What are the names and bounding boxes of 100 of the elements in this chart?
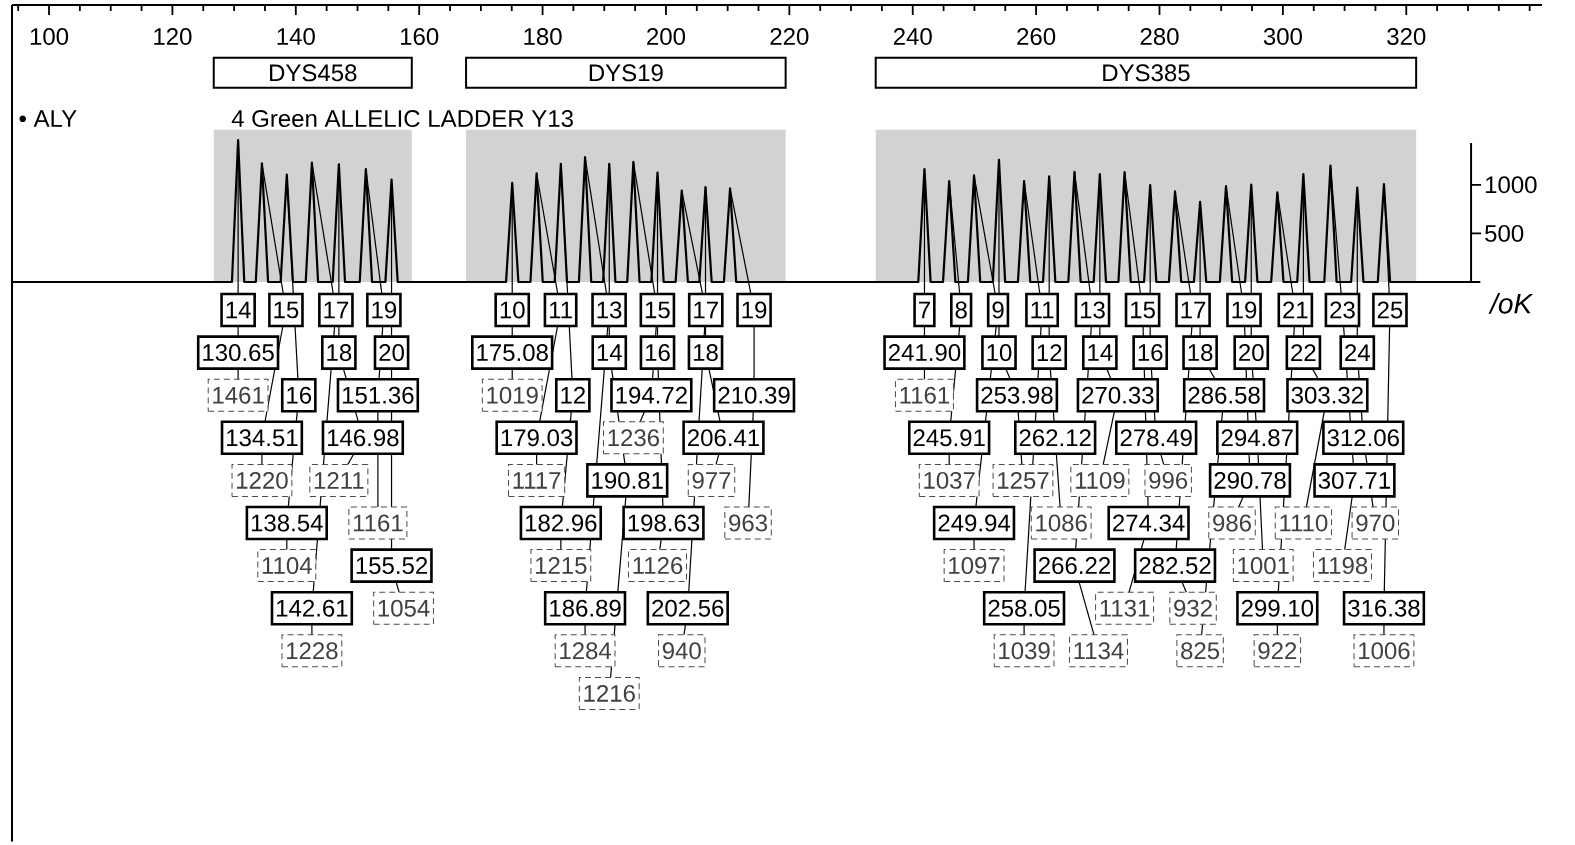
text: 1006 <box>1359 642 1410 660</box>
annotation: 15 <box>274 301 299 319</box>
text: 249.94 <box>938 514 1011 532</box>
annotation: 20 <box>379 344 404 362</box>
x-tick-label: 320 <box>1387 28 1426 46</box>
text: 194.72 <box>616 386 687 404</box>
text: 307.71 <box>1318 471 1390 489</box>
x-tick-label: 280 <box>1140 28 1179 46</box>
text: 1126 <box>633 557 683 575</box>
text: 266.22 <box>1038 557 1110 575</box>
annotation: 7 <box>919 301 930 319</box>
text: 151.36 <box>343 386 414 404</box>
annotation: 13 <box>1080 301 1105 319</box>
x-tick-label: 180 <box>524 28 562 46</box>
text: 294.87 <box>1221 429 1293 447</box>
text: 142.61 <box>277 599 348 617</box>
text: 922 <box>1258 642 1297 660</box>
text: 1257 <box>998 471 1049 489</box>
text: 190.81 <box>592 471 663 489</box>
text: 270.33 <box>1082 386 1154 404</box>
annotation: 18 <box>1188 344 1213 362</box>
text: 282.52 <box>1139 557 1211 575</box>
text: 1104 <box>262 557 312 575</box>
annotation: 20 <box>1239 344 1264 362</box>
x-tick-label: 200 <box>647 28 686 46</box>
text: 1220 <box>237 471 288 489</box>
annotation: 17 <box>324 301 349 319</box>
text: 286.58 <box>1188 386 1260 404</box>
text: 1461 <box>213 386 264 404</box>
text: 175.08 <box>477 344 548 362</box>
text: 241.90 <box>888 344 961 362</box>
annotation: 10 <box>500 301 525 319</box>
text: 970 <box>1356 514 1395 532</box>
annotation: 11 <box>549 301 572 319</box>
text: 138.54 <box>251 514 323 532</box>
y-tick-label: 1000 <box>1485 176 1537 194</box>
text: 316.38 <box>1348 599 1420 617</box>
text: 299.10 <box>1241 599 1314 617</box>
text: 1198 <box>1318 557 1368 575</box>
annotation: 14 <box>226 301 251 319</box>
text: 210.39 <box>718 386 790 404</box>
annotation: 8 <box>955 301 967 319</box>
text: 963 <box>729 514 768 532</box>
y-tick-label: 500 <box>1485 224 1524 242</box>
text: 245.91 <box>913 429 985 447</box>
text: 1236 <box>608 429 660 447</box>
annotation: 22 <box>1291 344 1316 361</box>
text: 1161 <box>900 386 950 404</box>
text: 1039 <box>999 642 1050 660</box>
annotation: 18 <box>327 344 352 362</box>
text: 986 <box>1213 514 1251 532</box>
text: 1211 <box>314 472 364 489</box>
text: 996 <box>1149 471 1188 489</box>
annotation: 15 <box>1131 301 1155 319</box>
x-tick-label: 120 <box>154 28 192 46</box>
text: 932 <box>1174 599 1212 617</box>
x-tick-label: 160 <box>400 28 439 46</box>
text: 1228 <box>287 642 338 660</box>
annotation: 19 <box>742 301 767 319</box>
text: 262.12 <box>1019 429 1091 447</box>
annotation: 18 <box>693 344 718 362</box>
x-tick-label: 220 <box>770 28 809 46</box>
text: 825 <box>1181 642 1220 660</box>
annotation: 19 <box>372 301 397 319</box>
annotation: 14 <box>597 344 622 361</box>
band-label: DYS458 <box>270 64 357 82</box>
text: 274.34 <box>1113 514 1185 532</box>
text: 1086 <box>1036 514 1087 532</box>
text: 186.89 <box>550 599 621 617</box>
text: 1109 <box>1075 471 1125 489</box>
text: 130.65 <box>203 344 274 362</box>
text: 1110 <box>1280 514 1328 532</box>
text: 1284 <box>560 642 612 660</box>
text: 1001 <box>1238 557 1289 575</box>
text: 290.78 <box>1214 471 1286 489</box>
text: 198.63 <box>628 514 700 532</box>
text: 1134 <box>1074 642 1124 660</box>
text: 146.98 <box>327 429 399 447</box>
annotation: 12 <box>1037 344 1062 361</box>
annotation: 16 <box>287 386 312 404</box>
text: 134.51 <box>227 429 298 447</box>
text: 182.96 <box>525 514 597 532</box>
text: 1117 <box>513 472 561 489</box>
annotation: 21 <box>1283 301 1308 319</box>
annotation: 11 <box>1031 301 1054 319</box>
text: 303.32 <box>1291 386 1363 404</box>
text: • ALY <box>19 110 77 127</box>
annotation: 12 <box>561 386 585 404</box>
band-label: DYS385 <box>1103 64 1190 82</box>
annotation: 13 <box>597 301 622 319</box>
text: 1019 <box>487 386 538 404</box>
text: 278.49 <box>1120 429 1192 447</box>
annotation: 24 <box>1345 344 1370 361</box>
text: 1216 <box>584 684 635 702</box>
text: 253.98 <box>981 386 1053 404</box>
text: 1054 <box>378 599 430 617</box>
annotation: 10 <box>987 344 1012 362</box>
text: 202.56 <box>652 599 724 617</box>
text: 155.52 <box>356 557 428 575</box>
text: 258.05 <box>988 599 1060 617</box>
